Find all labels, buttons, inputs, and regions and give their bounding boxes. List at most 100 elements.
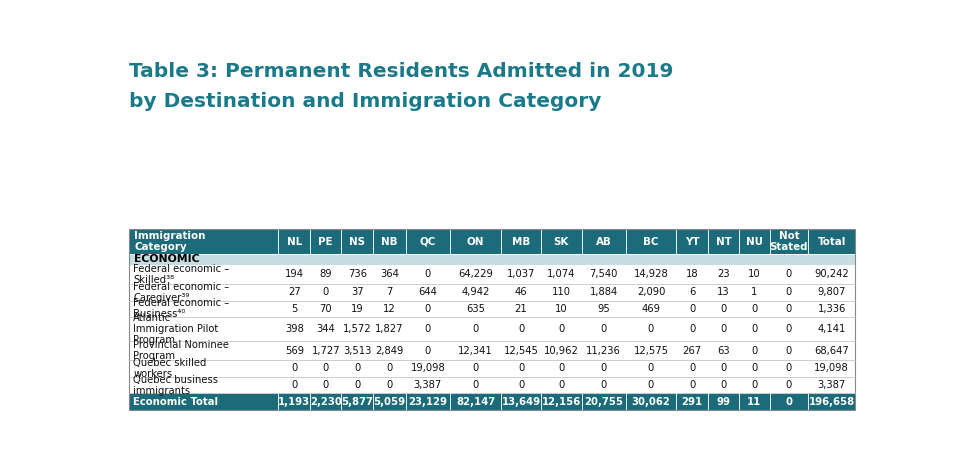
Text: 3,513: 3,513 [343,346,372,356]
Text: 0: 0 [785,397,792,407]
Bar [739,341,770,360]
Bar [676,394,708,410]
Bar [676,377,708,394]
Text: 635: 635 [466,304,485,314]
Bar [739,265,770,284]
Bar [808,229,855,254]
Text: 0: 0 [648,364,654,373]
Bar [501,229,541,254]
Text: 10,962: 10,962 [544,346,579,356]
Text: 0: 0 [424,270,431,279]
Bar [770,317,808,341]
Bar [129,254,855,265]
Text: 194: 194 [285,270,303,279]
Text: 267: 267 [683,346,702,356]
Text: 6: 6 [689,287,695,297]
Bar [450,265,501,284]
Text: 0: 0 [291,364,298,373]
Bar [310,300,341,317]
Text: 14,928: 14,928 [634,270,668,279]
Text: 344: 344 [317,324,335,334]
Text: 569: 569 [285,346,304,356]
Bar [739,284,770,300]
Bar [708,317,739,341]
Bar [626,360,676,377]
Text: QC: QC [420,237,436,247]
Text: 0: 0 [689,304,695,314]
Text: 19: 19 [351,304,364,314]
Bar [341,265,373,284]
Text: Not
Stated: Not Stated [770,231,808,252]
Bar [341,360,373,377]
Bar [808,360,855,377]
Text: 0: 0 [648,380,654,390]
Bar [739,300,770,317]
Bar [310,360,341,377]
Bar [541,300,582,317]
Bar [310,229,341,254]
Text: 19,098: 19,098 [814,364,849,373]
Text: 19,098: 19,098 [411,364,445,373]
Bar [708,265,739,284]
Text: ON: ON [467,237,484,247]
Bar [770,360,808,377]
Bar [739,229,770,254]
Bar [582,377,626,394]
Text: 0: 0 [751,324,757,334]
Bar [770,394,808,410]
Bar [129,300,278,317]
Text: 68,647: 68,647 [814,346,849,356]
Bar [582,394,626,410]
Text: 2,230: 2,230 [310,397,342,407]
Bar [341,284,373,300]
Text: 10: 10 [748,270,760,279]
Bar [406,317,450,341]
Bar [129,284,278,300]
Bar [278,300,310,317]
Bar [129,394,278,410]
Text: 2,090: 2,090 [636,287,665,297]
Bar [310,394,341,410]
Bar [808,300,855,317]
Bar [373,229,406,254]
Bar [501,394,541,410]
Bar [739,360,770,377]
Bar [341,317,373,341]
Bar [341,377,373,394]
Bar [278,317,310,341]
Text: 0: 0 [751,304,757,314]
Bar [626,341,676,360]
Text: 5: 5 [291,304,298,314]
Text: NL: NL [287,237,302,247]
Bar [708,394,739,410]
Text: 0: 0 [559,324,564,334]
Text: 18: 18 [685,270,699,279]
Text: 0: 0 [323,364,329,373]
Text: 23,129: 23,129 [408,397,447,407]
Text: 1,884: 1,884 [589,287,618,297]
Bar [708,360,739,377]
Text: 0: 0 [424,304,431,314]
Bar [626,229,676,254]
Text: 5,877: 5,877 [342,397,373,407]
Text: 12: 12 [383,304,396,314]
Bar [541,317,582,341]
Text: 0: 0 [648,324,654,334]
Text: 3,387: 3,387 [818,380,846,390]
Bar [373,360,406,377]
Bar [129,317,278,341]
Text: 82,147: 82,147 [456,397,495,407]
Bar [708,284,739,300]
Text: ECONOMIC: ECONOMIC [134,255,200,264]
Bar [450,229,501,254]
Text: Provincial Nominee
Program: Provincial Nominee Program [133,340,229,361]
Text: 291: 291 [682,397,703,407]
Bar [406,394,450,410]
Text: 12,341: 12,341 [458,346,492,356]
Text: 0: 0 [472,364,479,373]
Text: 0: 0 [424,324,431,334]
Text: 0: 0 [323,380,329,390]
Text: 0: 0 [323,287,329,297]
Text: 95: 95 [597,304,611,314]
Bar [770,265,808,284]
